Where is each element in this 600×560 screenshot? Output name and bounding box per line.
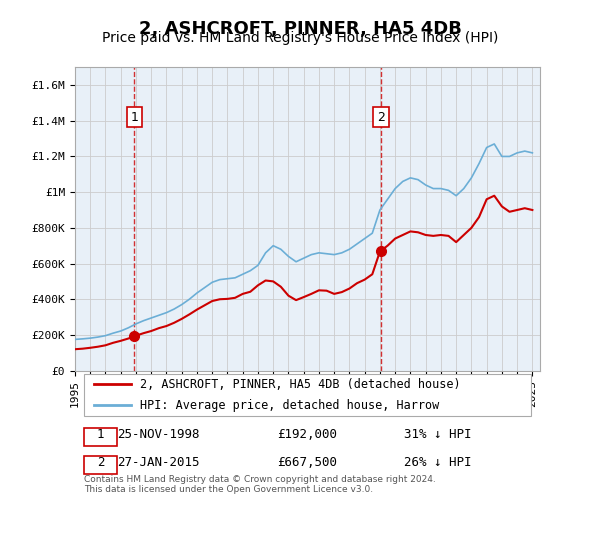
Text: 1: 1 — [131, 111, 139, 124]
Text: 2, ASHCROFT, PINNER, HA5 4DB (detached house): 2, ASHCROFT, PINNER, HA5 4DB (detached h… — [140, 377, 461, 390]
Text: 1: 1 — [97, 428, 104, 441]
Text: Contains HM Land Registry data © Crown copyright and database right 2024.
This d: Contains HM Land Registry data © Crown c… — [84, 475, 436, 494]
Text: £192,000: £192,000 — [277, 428, 337, 441]
Text: 26% ↓ HPI: 26% ↓ HPI — [404, 456, 472, 469]
Text: Price paid vs. HM Land Registry's House Price Index (HPI): Price paid vs. HM Land Registry's House … — [102, 31, 498, 45]
FancyBboxPatch shape — [84, 428, 117, 446]
Text: 2: 2 — [377, 111, 385, 124]
Text: 31% ↓ HPI: 31% ↓ HPI — [404, 428, 472, 441]
Text: 2, ASHCROFT, PINNER, HA5 4DB: 2, ASHCROFT, PINNER, HA5 4DB — [139, 20, 461, 38]
Text: £667,500: £667,500 — [277, 456, 337, 469]
Text: 27-JAN-2015: 27-JAN-2015 — [118, 456, 200, 469]
Text: 2: 2 — [97, 456, 104, 469]
Text: 25-NOV-1998: 25-NOV-1998 — [118, 428, 200, 441]
FancyBboxPatch shape — [84, 456, 117, 474]
Text: HPI: Average price, detached house, Harrow: HPI: Average price, detached house, Harr… — [140, 399, 439, 412]
FancyBboxPatch shape — [84, 374, 531, 416]
